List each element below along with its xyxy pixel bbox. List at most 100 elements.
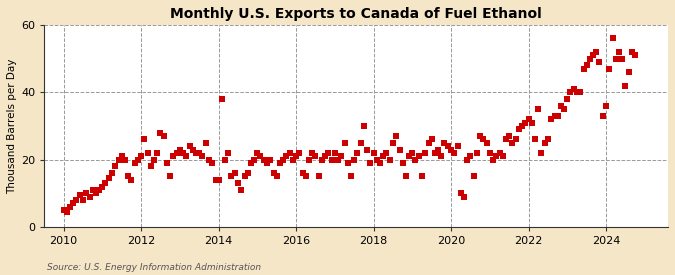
Point: [446, 147, 456, 152]
Point: [433, 147, 443, 152]
Point: [94, 188, 105, 192]
Point: [429, 151, 440, 155]
Point: [378, 154, 389, 158]
Point: [90, 191, 101, 196]
Point: [608, 36, 618, 41]
Point: [123, 174, 134, 179]
Point: [155, 131, 166, 135]
Point: [572, 90, 583, 95]
Point: [620, 83, 631, 88]
Point: [197, 154, 208, 158]
Point: [439, 141, 450, 145]
Point: [275, 161, 286, 165]
Point: [103, 176, 114, 180]
Point: [427, 137, 437, 142]
Point: [213, 178, 224, 182]
Point: [523, 117, 534, 122]
Point: [481, 141, 492, 145]
Point: [371, 158, 382, 162]
Point: [465, 154, 476, 158]
Point: [468, 174, 479, 179]
Point: [71, 198, 82, 202]
Point: [352, 151, 362, 155]
Point: [381, 151, 392, 155]
Point: [545, 117, 556, 122]
Point: [148, 158, 159, 162]
Point: [504, 134, 514, 138]
Point: [414, 154, 425, 158]
Point: [443, 144, 454, 148]
Point: [132, 158, 143, 162]
Point: [336, 154, 347, 158]
Point: [294, 151, 304, 155]
Point: [181, 154, 192, 158]
Point: [614, 50, 624, 54]
Point: [246, 161, 256, 165]
Point: [478, 137, 489, 142]
Point: [559, 107, 570, 111]
Point: [107, 171, 117, 175]
Point: [152, 151, 163, 155]
Point: [501, 137, 512, 142]
Point: [97, 185, 108, 189]
Point: [81, 191, 92, 196]
Point: [307, 151, 318, 155]
Point: [329, 151, 340, 155]
Point: [323, 151, 333, 155]
Point: [458, 194, 469, 199]
Point: [84, 194, 95, 199]
Point: [184, 144, 195, 148]
Point: [191, 151, 202, 155]
Point: [116, 154, 127, 158]
Point: [230, 171, 240, 175]
Point: [475, 134, 485, 138]
Point: [356, 141, 367, 145]
Point: [265, 158, 275, 162]
Point: [194, 151, 205, 155]
Point: [539, 141, 550, 145]
Point: [87, 188, 98, 192]
Point: [162, 161, 173, 165]
Point: [603, 67, 614, 71]
Point: [494, 151, 505, 155]
Point: [288, 158, 298, 162]
Point: [297, 171, 308, 175]
Text: Source: U.S. Energy Information Administration: Source: U.S. Energy Information Administ…: [47, 263, 261, 272]
Point: [497, 154, 508, 158]
Point: [210, 178, 221, 182]
Point: [601, 104, 612, 108]
Point: [110, 164, 121, 169]
Point: [514, 127, 524, 131]
Point: [145, 164, 156, 169]
Point: [549, 114, 560, 118]
Point: [420, 151, 431, 155]
Point: [158, 134, 169, 138]
Point: [391, 134, 402, 138]
Point: [281, 154, 292, 158]
Point: [510, 137, 521, 142]
Point: [349, 158, 360, 162]
Point: [259, 158, 269, 162]
Point: [365, 161, 376, 165]
Point: [252, 151, 263, 155]
Point: [472, 151, 483, 155]
Point: [552, 114, 563, 118]
Point: [536, 151, 547, 155]
Y-axis label: Thousand Barrels per Day: Thousand Barrels per Day: [7, 58, 17, 194]
Point: [126, 178, 137, 182]
Point: [487, 158, 498, 162]
Point: [207, 161, 217, 165]
Point: [342, 161, 353, 165]
Point: [565, 90, 576, 95]
Point: [398, 161, 408, 165]
Point: [278, 158, 289, 162]
Point: [526, 120, 537, 125]
Point: [239, 174, 250, 179]
Point: [171, 151, 182, 155]
Point: [271, 174, 282, 179]
Point: [533, 107, 543, 111]
Point: [375, 161, 385, 165]
Point: [100, 181, 111, 185]
Point: [262, 161, 273, 165]
Point: [630, 53, 641, 57]
